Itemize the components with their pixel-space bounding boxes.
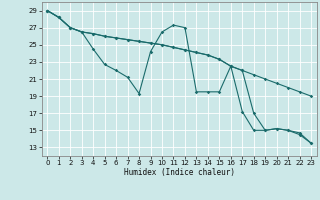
X-axis label: Humidex (Indice chaleur): Humidex (Indice chaleur) [124,168,235,177]
